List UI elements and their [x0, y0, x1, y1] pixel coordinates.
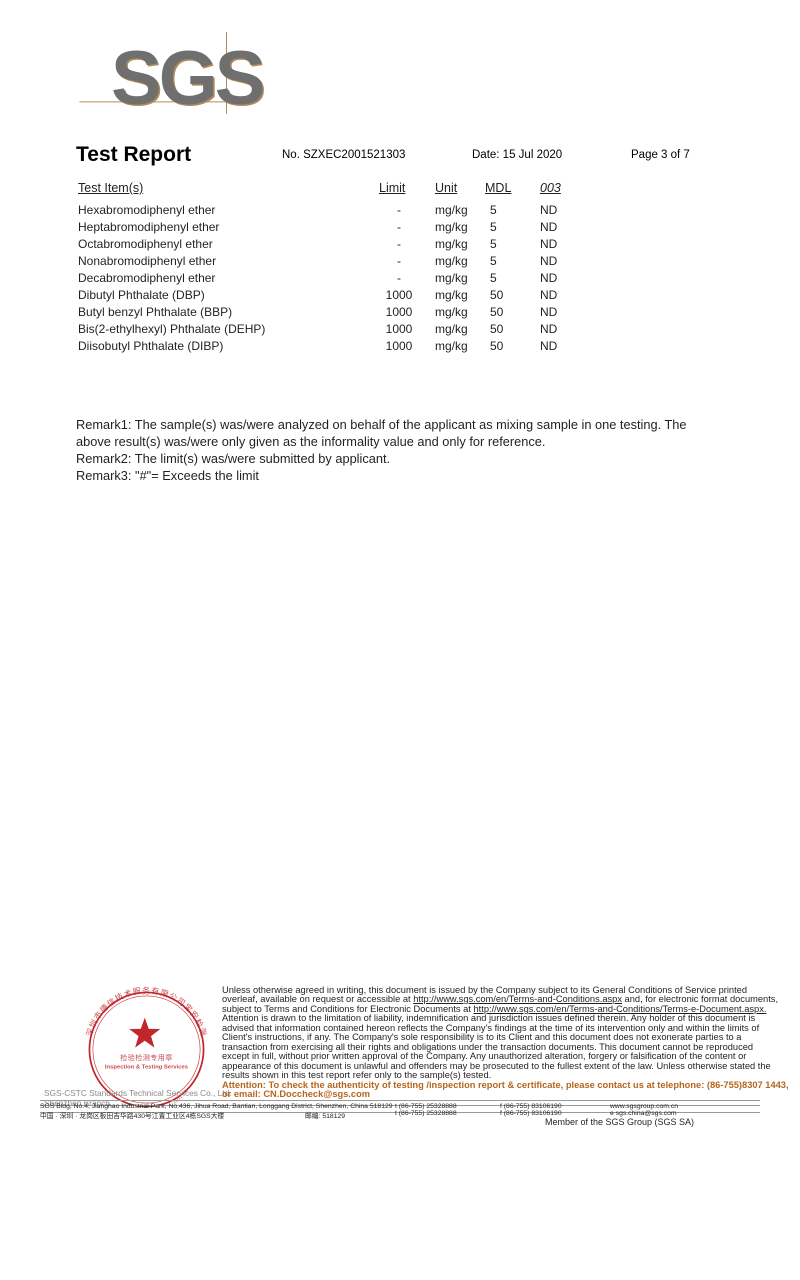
- svg-text:检验检测专用章: 检验检测专用章: [120, 1053, 173, 1063]
- svg-text:Inspection & Testing Services: Inspection & Testing Services: [105, 1065, 189, 1071]
- svg-text:SGS: SGS: [111, 36, 263, 121]
